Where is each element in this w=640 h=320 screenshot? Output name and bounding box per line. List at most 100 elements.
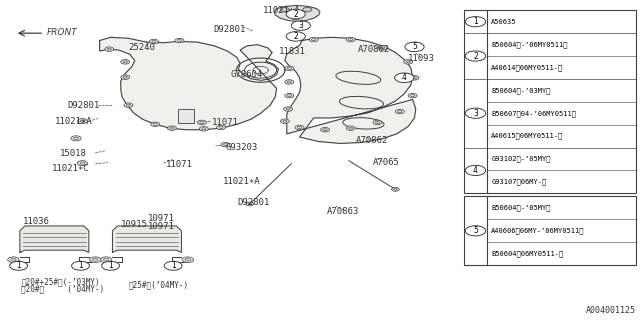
Circle shape bbox=[71, 136, 81, 141]
Circle shape bbox=[396, 109, 404, 114]
Circle shape bbox=[285, 66, 294, 70]
Circle shape bbox=[295, 125, 304, 130]
Circle shape bbox=[199, 126, 208, 131]
Circle shape bbox=[151, 122, 160, 126]
Circle shape bbox=[465, 51, 486, 61]
Circle shape bbox=[246, 202, 253, 206]
Circle shape bbox=[378, 46, 387, 50]
Circle shape bbox=[182, 257, 193, 263]
Text: B50604（-’05MY）: B50604（-’05MY） bbox=[491, 204, 550, 211]
Polygon shape bbox=[274, 5, 320, 21]
Circle shape bbox=[285, 93, 294, 98]
Text: 11071: 11071 bbox=[211, 118, 238, 127]
Circle shape bbox=[408, 93, 417, 98]
Text: A70863: A70863 bbox=[326, 207, 358, 216]
Circle shape bbox=[100, 257, 112, 263]
Circle shape bbox=[465, 17, 486, 27]
Text: 11021∗C: 11021∗C bbox=[52, 164, 90, 173]
Circle shape bbox=[321, 127, 330, 132]
Text: D92801: D92801 bbox=[68, 101, 100, 110]
Polygon shape bbox=[100, 37, 278, 130]
Circle shape bbox=[410, 76, 419, 80]
Text: A40614（06MY0511-）: A40614（06MY0511-） bbox=[491, 64, 563, 71]
Text: G78604: G78604 bbox=[230, 70, 263, 79]
Circle shape bbox=[102, 261, 120, 270]
Circle shape bbox=[72, 261, 90, 270]
Polygon shape bbox=[20, 226, 89, 252]
Text: 4: 4 bbox=[402, 73, 407, 82]
Circle shape bbox=[197, 120, 206, 124]
Circle shape bbox=[404, 60, 413, 64]
Circle shape bbox=[405, 42, 424, 52]
Bar bbox=[464, 10, 636, 193]
Text: A70862: A70862 bbox=[358, 44, 390, 54]
Bar bbox=[464, 196, 636, 265]
Circle shape bbox=[121, 60, 130, 64]
Circle shape bbox=[465, 226, 486, 236]
Circle shape bbox=[121, 75, 130, 79]
Text: D92801: D92801 bbox=[237, 197, 269, 206]
Bar bbox=[178, 109, 194, 123]
Text: B50604（-’06MY0511）: B50604（-’06MY0511） bbox=[491, 41, 568, 48]
Text: 10971: 10971 bbox=[148, 222, 175, 231]
Circle shape bbox=[286, 9, 305, 19]
Circle shape bbox=[168, 126, 176, 130]
Polygon shape bbox=[285, 37, 416, 143]
Circle shape bbox=[77, 119, 88, 124]
Text: 25240: 25240 bbox=[129, 43, 156, 52]
Circle shape bbox=[465, 165, 486, 176]
Text: 2: 2 bbox=[473, 52, 478, 60]
Text: 11093: 11093 bbox=[408, 53, 435, 62]
Text: 11021∗A: 11021∗A bbox=[262, 6, 300, 15]
Circle shape bbox=[164, 261, 182, 270]
Text: A004001125: A004001125 bbox=[586, 306, 636, 315]
Text: 3: 3 bbox=[473, 109, 478, 118]
Circle shape bbox=[221, 142, 230, 147]
Text: 2: 2 bbox=[293, 10, 298, 19]
Text: G93203: G93203 bbox=[225, 143, 258, 152]
Text: 〒25#〓(’04MY-): 〒25#〓(’04MY-) bbox=[129, 281, 189, 290]
Text: 〒20#〓     (’04MY-): 〒20#〓 (’04MY-) bbox=[21, 284, 104, 293]
Circle shape bbox=[280, 119, 289, 123]
Text: 5: 5 bbox=[473, 226, 478, 235]
Circle shape bbox=[10, 261, 28, 270]
Polygon shape bbox=[113, 226, 181, 252]
Circle shape bbox=[309, 37, 318, 42]
Text: 11831: 11831 bbox=[278, 47, 305, 56]
Circle shape bbox=[216, 125, 225, 130]
Circle shape bbox=[303, 7, 312, 12]
Text: A50635: A50635 bbox=[491, 19, 516, 25]
Circle shape bbox=[291, 15, 300, 20]
Circle shape bbox=[284, 107, 292, 111]
Text: 11071: 11071 bbox=[166, 160, 193, 169]
Text: 1: 1 bbox=[78, 261, 83, 270]
Circle shape bbox=[8, 257, 19, 263]
Circle shape bbox=[392, 188, 399, 191]
Text: 15018: 15018 bbox=[60, 149, 87, 158]
Circle shape bbox=[285, 80, 294, 84]
Text: B50604（06MY0511-）: B50604（06MY0511-） bbox=[491, 250, 563, 257]
Text: 11021∗A: 11021∗A bbox=[223, 177, 260, 186]
Text: 1: 1 bbox=[171, 261, 175, 270]
Text: D92801: D92801 bbox=[213, 25, 246, 34]
Circle shape bbox=[286, 32, 305, 41]
Text: 4: 4 bbox=[473, 166, 478, 175]
Circle shape bbox=[280, 7, 289, 12]
Circle shape bbox=[373, 120, 382, 124]
Circle shape bbox=[291, 21, 310, 30]
Text: A40606（06MY-’06MY0511）: A40606（06MY-’06MY0511） bbox=[491, 228, 585, 234]
Circle shape bbox=[150, 39, 159, 44]
Text: B50604（-’03MY）: B50604（-’03MY） bbox=[491, 87, 550, 94]
Text: G93102（-’05MY）: G93102（-’05MY） bbox=[491, 156, 550, 162]
Text: A7065: A7065 bbox=[372, 158, 399, 167]
Text: 3: 3 bbox=[298, 21, 303, 30]
Text: 1: 1 bbox=[108, 261, 113, 270]
Text: A40615（06MY0511-）: A40615（06MY0511-） bbox=[491, 133, 563, 140]
Circle shape bbox=[395, 73, 414, 83]
Text: 11036: 11036 bbox=[22, 217, 49, 226]
Text: 5: 5 bbox=[412, 42, 417, 52]
Text: A70862: A70862 bbox=[356, 136, 388, 145]
Text: 1: 1 bbox=[16, 261, 21, 270]
Text: G93107（06MY-）: G93107（06MY-） bbox=[491, 179, 547, 185]
Text: FRONT: FRONT bbox=[47, 28, 77, 37]
